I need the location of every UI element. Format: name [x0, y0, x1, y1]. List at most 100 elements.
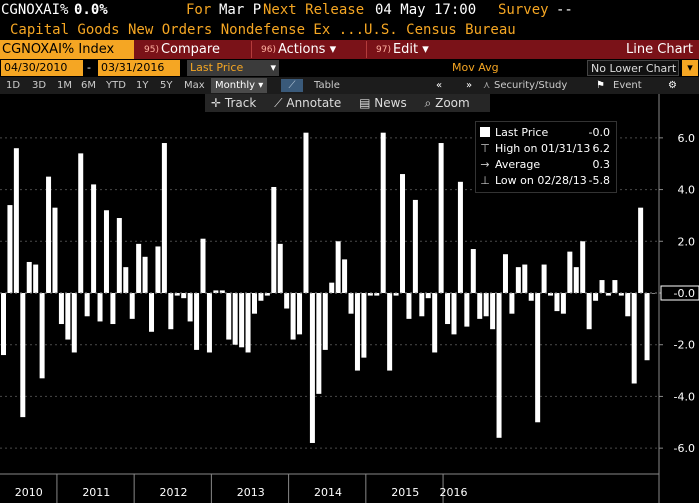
legend-low-value: -5.8 — [588, 174, 610, 187]
bar — [136, 243, 142, 293]
series-select[interactable]: Last Price ▾ — [187, 60, 279, 76]
track-label: Track — [224, 96, 257, 110]
bar — [168, 293, 174, 330]
y-tick-label: 6.0 — [678, 132, 696, 145]
bar — [284, 293, 290, 309]
bar — [400, 174, 406, 293]
track-tool[interactable]: ✛ Track — [211, 96, 256, 110]
bar — [515, 267, 521, 293]
security-study-button[interactable]: Security/Study — [494, 80, 568, 91]
bar — [20, 293, 26, 418]
legend-last-price-label: Last Price — [495, 126, 549, 139]
x-tick-label: 2013 — [237, 486, 265, 499]
bar — [631, 293, 637, 384]
period-3d[interactable]: 3D — [32, 80, 47, 91]
event-button[interactable]: Event — [613, 80, 642, 91]
bar — [432, 293, 438, 353]
period-1y[interactable]: 1Y — [136, 80, 149, 91]
scroll-right-icon[interactable]: » — [466, 80, 473, 91]
news-label: News — [374, 96, 407, 110]
pen-icon: ⟋ — [274, 96, 283, 110]
bar — [342, 259, 348, 293]
period-6m[interactable]: 6M — [81, 80, 96, 91]
bar — [226, 293, 232, 340]
period-1d[interactable]: 1D — [6, 80, 21, 91]
bar — [7, 205, 13, 293]
chevron-down-icon: ▾ — [329, 42, 337, 57]
low-marker-icon: ⊥ — [480, 174, 490, 187]
next-release-label: Next Release — [263, 2, 365, 18]
frequency-value: Monthly — [215, 80, 256, 91]
bar — [335, 241, 341, 293]
bar — [612, 280, 618, 293]
bar — [245, 293, 251, 353]
bar — [123, 267, 129, 293]
end-date-field[interactable]: 03/31/2016 — [98, 60, 180, 76]
bar — [91, 184, 97, 293]
period-max[interactable]: Max — [184, 80, 205, 91]
y-tick-label: 2.0 — [678, 235, 696, 248]
bar — [425, 293, 431, 299]
compare-button[interactable]: 95) Compare — [138, 40, 226, 59]
chart-type-label[interactable]: Line Chart — [626, 42, 693, 57]
bar — [580, 241, 586, 293]
edit-button[interactable]: 97) Edit ▾ — [370, 40, 435, 59]
period-bar: 1D 3D 1M 6M YTD 1Y 5Y Max Monthly ▾ ⟋ Ta… — [0, 77, 699, 94]
period-ytd[interactable]: YTD — [106, 80, 126, 91]
average-marker-icon: → — [480, 158, 490, 171]
lower-chart-select[interactable]: No Lower Chart — [587, 60, 679, 76]
annotate-tool[interactable]: ⟋ Annotate — [274, 96, 341, 110]
bar — [297, 293, 303, 335]
line-chart-icon[interactable]: ⟋ — [281, 79, 303, 92]
chart-tools: ✛ Track ⟋ Annotate ▤ News ⌕ Zoom — [205, 94, 490, 112]
chevron-down-icon: ▾ — [258, 80, 264, 91]
high-marker-icon: ⊤ — [480, 142, 490, 155]
bar — [541, 264, 547, 293]
bar — [464, 293, 470, 327]
actions-button[interactable]: 96) Actions ▾ — [255, 40, 342, 59]
start-date-field[interactable]: 04/30/2010 — [1, 60, 83, 76]
table-button[interactable]: Table — [314, 80, 340, 91]
bar — [129, 293, 135, 319]
bar — [149, 293, 155, 332]
y-tick-label: -2.0 — [674, 339, 695, 352]
bar — [200, 238, 206, 293]
bar — [26, 261, 32, 293]
bar — [625, 293, 631, 317]
bar — [277, 243, 283, 293]
frequency-select[interactable]: Monthly ▾ — [211, 78, 268, 93]
period-5y[interactable]: 5Y — [160, 80, 173, 91]
study-label[interactable]: Mov Avg — [452, 61, 499, 74]
bar — [39, 293, 45, 379]
scroll-left-icon[interactable]: « — [436, 80, 443, 91]
legend-average: → Average 0.3 — [480, 157, 614, 173]
compare-number: 95) — [144, 45, 159, 55]
bar — [567, 251, 573, 293]
date-separator: - — [87, 61, 91, 74]
date-controls: 04/30/2010 - 03/31/2016 Last Price ▾ Mov… — [0, 59, 699, 77]
bar — [258, 293, 264, 301]
legend-high-label: High on 01/31/13 — [495, 142, 591, 155]
bar — [483, 293, 489, 317]
bar — [644, 293, 650, 361]
actions-label: Actions — [277, 42, 326, 57]
zoom-tool[interactable]: ⌕ Zoom — [425, 96, 470, 110]
bar — [528, 293, 534, 301]
news-tool[interactable]: ▤ News — [359, 96, 407, 110]
bar — [374, 293, 380, 296]
bar — [406, 293, 412, 319]
bar — [548, 293, 554, 296]
bar-chart[interactable]: 6.0 4.0 2.0 -2.0 -4.0 -6.0 -0.0 2010 2011 2012 201… — [0, 94, 699, 503]
settings-gear-icon[interactable]: ⚙ — [668, 80, 677, 91]
legend-high: ⊤ High on 01/31/13 6.2 — [480, 141, 614, 157]
period-1m[interactable]: 1M — [57, 80, 72, 91]
crosshair-icon: ✛ — [211, 96, 222, 110]
x-tick-label: 2012 — [160, 486, 188, 499]
bar — [142, 256, 148, 293]
bar — [651, 293, 656, 294]
chevron-down-icon[interactable]: ▾ — [682, 60, 698, 76]
bar — [239, 293, 245, 348]
bar — [264, 293, 270, 296]
y-tick-label: 4.0 — [678, 184, 696, 197]
index-field[interactable]: CGNOXAI% Index — [0, 40, 134, 59]
